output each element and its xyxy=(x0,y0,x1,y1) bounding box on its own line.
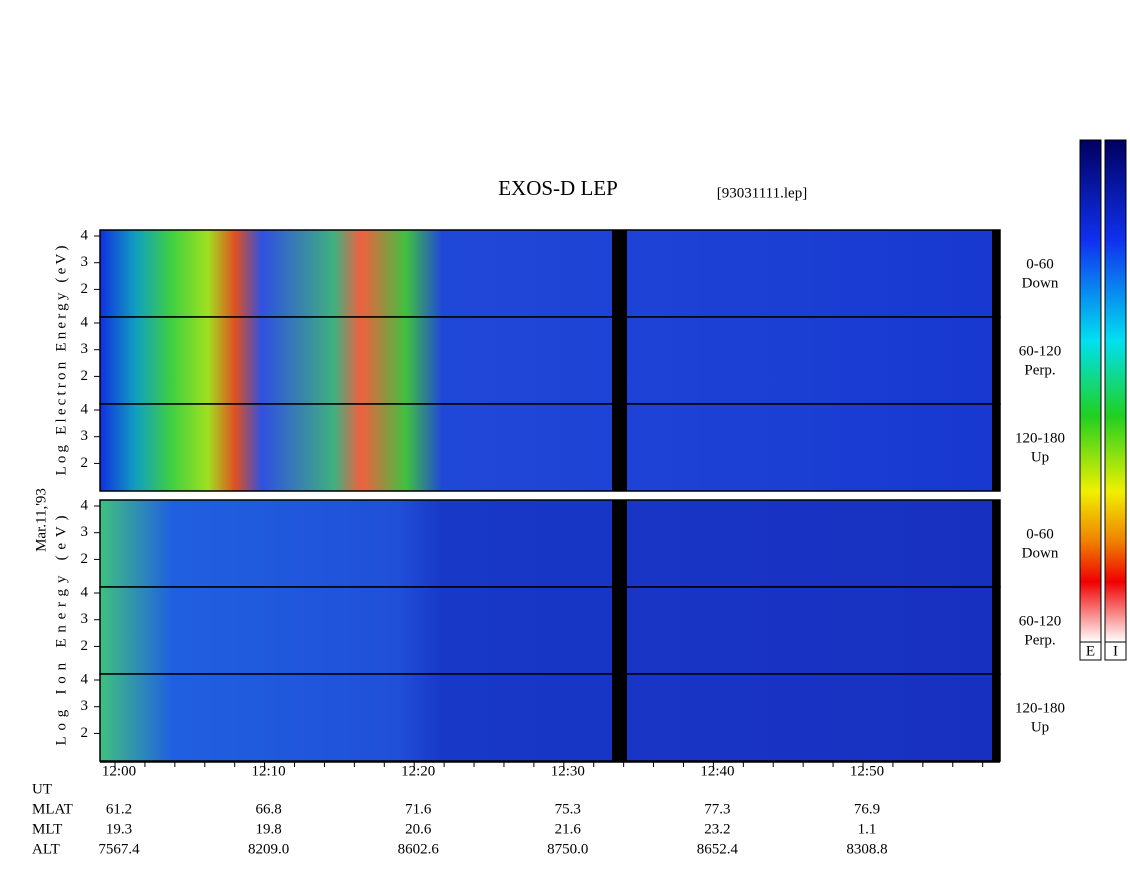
y-tick-label: 2 xyxy=(81,368,89,384)
y-tick-label: 3 xyxy=(81,254,89,270)
ephemeris-value: 19.8 xyxy=(255,821,281,837)
date: Mar.11,'93 xyxy=(33,488,49,552)
spectrogram xyxy=(100,317,1000,404)
colorbar-label: I xyxy=(1113,643,1118,659)
row-name: UT xyxy=(32,781,52,797)
angle-label: 120-180 xyxy=(1015,430,1065,446)
ephemeris-value: 19.3 xyxy=(106,821,132,837)
data-gap xyxy=(612,317,627,404)
ephemeris-value: 66.8 xyxy=(255,801,281,817)
colorbar xyxy=(1079,139,1102,643)
y-tick-label: 2 xyxy=(81,281,89,297)
row-name: MLAT xyxy=(32,801,73,817)
data-gap xyxy=(992,500,1000,587)
ephemeris-value: 8209.0 xyxy=(248,841,289,857)
ephemeris-value: 1.1 xyxy=(858,821,877,837)
ephemeris-value: 20.6 xyxy=(405,821,432,837)
angle-label: 0-60 xyxy=(1026,256,1054,272)
y-tick-label: 3 xyxy=(81,428,89,444)
colorbar-box xyxy=(1079,641,1102,661)
time-label: 12:00 xyxy=(102,763,136,779)
file-name: [93031111.lep] xyxy=(717,185,807,201)
y-tick-label: 3 xyxy=(81,524,89,540)
data-gap xyxy=(992,587,1000,674)
angle-label: 0-60 xyxy=(1026,526,1054,542)
spectrogram xyxy=(100,500,1000,587)
ephemeris-value: 8652.4 xyxy=(697,841,739,857)
y-tick-label: 4 xyxy=(81,401,89,417)
spectrogram xyxy=(100,587,1000,674)
angle-label: 120-180 xyxy=(1015,700,1065,716)
y-tick-label: 4 xyxy=(81,227,89,243)
title: EXOS-D LEP xyxy=(498,176,618,200)
data-gap xyxy=(612,674,627,761)
colorbar-label: E xyxy=(1086,643,1095,659)
ephemeris-value: 8602.6 xyxy=(398,841,440,857)
ephemeris-value: 76.9 xyxy=(854,801,880,817)
direction-label: Up xyxy=(1031,719,1049,735)
y-tick-label: 4 xyxy=(81,497,89,513)
ephemeris-value: 61.2 xyxy=(106,801,132,817)
colorbar xyxy=(1104,139,1127,643)
spectrogram xyxy=(100,674,1000,761)
time-label: 12:50 xyxy=(850,763,884,779)
group-axis-label: Log Electron Energy (eV) xyxy=(53,246,69,476)
row-name: MLT xyxy=(32,821,62,837)
time-label: 12:30 xyxy=(551,763,585,779)
direction-label: Down xyxy=(1022,545,1059,561)
direction-label: Down xyxy=(1022,275,1059,291)
y-tick-label: 2 xyxy=(81,725,89,741)
time-label: 12:10 xyxy=(252,763,286,779)
spectrogram xyxy=(100,230,1000,317)
ephemeris-value: 23.2 xyxy=(704,821,730,837)
data-gap xyxy=(992,230,1000,317)
y-tick-label: 3 xyxy=(81,611,89,627)
y-tick-label: 2 xyxy=(81,551,89,567)
time-label: 12:40 xyxy=(700,763,734,779)
ephemeris-value: 21.6 xyxy=(555,821,582,837)
direction-label: Perp. xyxy=(1024,632,1055,648)
ephemeris-value: 8308.8 xyxy=(846,841,887,857)
group-axis-label: Log Ion Energy (eV) xyxy=(53,516,69,746)
panel-frame xyxy=(99,403,1001,492)
data-gap xyxy=(992,404,1000,491)
data-gap xyxy=(612,404,627,491)
colorbar-box xyxy=(1104,641,1127,661)
row-name: ALT xyxy=(32,841,60,857)
ephemeris-value: 77.3 xyxy=(704,801,730,817)
data-gap xyxy=(612,230,627,317)
data-gap xyxy=(612,500,627,587)
ephemeris-value: 7567.4 xyxy=(98,841,140,857)
data-gap xyxy=(612,587,627,674)
y-tick-label: 2 xyxy=(81,638,89,654)
y-tick-label: 2 xyxy=(81,455,89,471)
y-tick-label: 4 xyxy=(81,584,89,600)
direction-label: Up xyxy=(1031,449,1049,465)
time-label: 12:20 xyxy=(401,763,435,779)
data-gap xyxy=(992,317,1000,404)
angle-label: 60-120 xyxy=(1019,343,1062,359)
angle-label: 60-120 xyxy=(1019,613,1062,629)
ephemeris-value: 75.3 xyxy=(555,801,581,817)
y-tick-label: 4 xyxy=(81,314,89,330)
spectrogram xyxy=(100,404,1000,491)
y-tick-label: 3 xyxy=(81,698,89,714)
ephemeris-value: 71.6 xyxy=(405,801,432,817)
y-tick-label: 4 xyxy=(81,671,89,687)
data-gap xyxy=(992,674,1000,761)
ephemeris-value: 8750.0 xyxy=(547,841,588,857)
direction-label: Perp. xyxy=(1024,362,1055,378)
panel-frame xyxy=(99,673,1001,762)
y-tick-label: 3 xyxy=(81,341,89,357)
